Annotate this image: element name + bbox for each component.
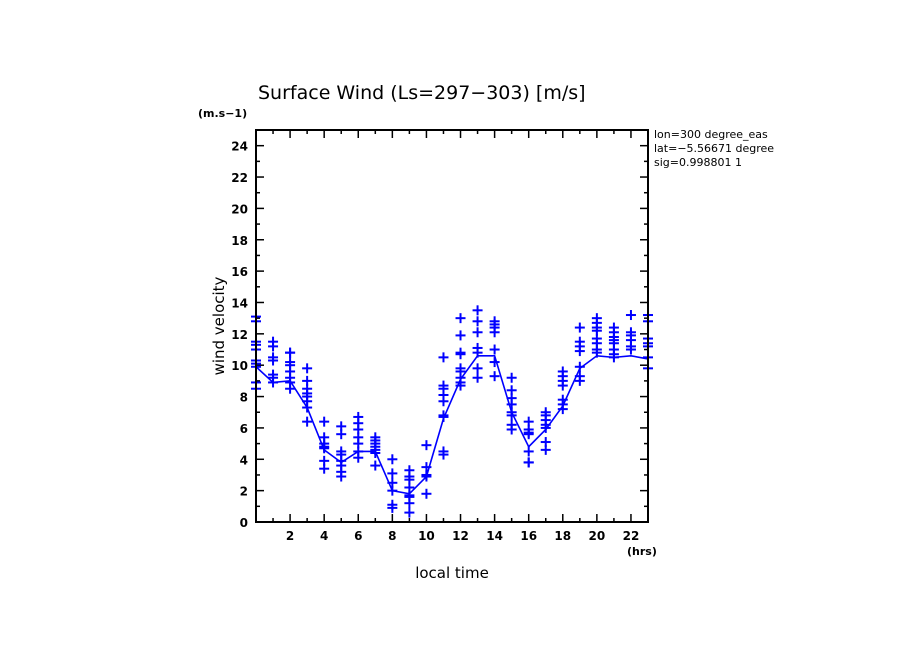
sample-marker (387, 468, 398, 479)
info-box: lon=300 degree_eas lat=−5.56671 degree s… (654, 128, 774, 169)
y-tick-label: 8 (240, 391, 248, 405)
y-tick-label: 22 (231, 171, 248, 185)
y-tick-label: 2 (240, 485, 248, 499)
y-tick-label: 0 (240, 516, 248, 530)
x-tick-label: 18 (554, 529, 571, 543)
x-tick-label: 14 (486, 529, 503, 543)
sample-marker (302, 363, 313, 374)
axis-ticks (256, 130, 648, 522)
sample-marker (489, 371, 500, 382)
sample-marker (489, 344, 500, 355)
info-line-lon: lon=300 degree_eas (654, 128, 768, 141)
y-tick-label: 6 (240, 422, 248, 436)
sample-marker (472, 363, 483, 374)
sample-marker (387, 454, 398, 465)
sample-marker (455, 349, 466, 360)
y-tick-label: 4 (240, 453, 248, 467)
sample-marker (404, 498, 415, 509)
sample-marker (353, 452, 364, 463)
sample-marker (472, 305, 483, 316)
y-tick-label: 18 (231, 234, 248, 248)
x-axis-label: local time (415, 564, 489, 582)
sample-marker (370, 460, 381, 471)
sample-marker (489, 327, 500, 338)
sample-marker (625, 310, 636, 321)
sample-marker (472, 316, 483, 327)
sample-markers (251, 305, 653, 518)
y-tick-label: 16 (231, 265, 248, 279)
sample-marker (285, 347, 296, 358)
x-unit-label: (hrs) (627, 545, 657, 558)
sample-marker (438, 352, 449, 363)
sample-marker (319, 416, 330, 427)
sample-marker (523, 429, 534, 440)
sample-marker (574, 375, 585, 386)
y-tick-label: 12 (231, 328, 248, 342)
sample-marker (302, 416, 313, 427)
sample-marker (489, 357, 500, 368)
sample-marker (336, 429, 347, 440)
plot-frame (255, 129, 649, 523)
info-line-sig: sig=0.998801 1 (654, 156, 742, 169)
sample-marker (268, 341, 279, 352)
sample-marker (421, 488, 432, 499)
x-tick-label: 10 (418, 529, 435, 543)
mean-series-line (255, 354, 649, 495)
sample-marker (523, 457, 534, 468)
sample-marker (455, 313, 466, 324)
x-tick-label: 20 (589, 529, 606, 543)
sample-marker (557, 380, 568, 391)
sample-marker (404, 507, 415, 518)
info-line-lat: lat=−5.56671 degree (654, 142, 774, 155)
x-tick-label: 12 (452, 529, 469, 543)
sample-marker (438, 396, 449, 407)
sample-marker (540, 422, 551, 433)
x-tick-label: 22 (623, 529, 640, 543)
y-tick-label: 20 (231, 202, 248, 216)
sample-marker (506, 372, 517, 383)
sample-marker (574, 346, 585, 357)
x-tick-label: 4 (320, 529, 328, 543)
x-tick-labels: 2 4 6 8 10 12 14 16 18 20 22 (286, 529, 639, 543)
x-tick-label: 16 (520, 529, 537, 543)
sample-marker (540, 444, 551, 455)
x-tick-label: 8 (388, 529, 396, 543)
x-tick-label: 6 (354, 529, 362, 543)
y-axis-label: wind velocity (210, 276, 228, 375)
x-tick-label: 2 (286, 529, 294, 543)
y-unit-label: (m.s−1) (198, 107, 247, 120)
y-tick-label: 24 (231, 140, 248, 154)
sample-marker (472, 372, 483, 383)
sample-marker (455, 330, 466, 341)
sample-marker (472, 327, 483, 338)
y-tick-label: 10 (231, 359, 248, 373)
sample-marker (438, 449, 449, 460)
sample-marker (523, 446, 534, 457)
y-tick-label: 14 (231, 296, 248, 310)
sample-marker (336, 471, 347, 482)
sample-marker (285, 383, 296, 394)
sample-marker (574, 322, 585, 333)
sample-marker (506, 424, 517, 435)
sample-marker (319, 463, 330, 474)
info-clip-mask (780, 125, 904, 175)
chart-title: Surface Wind (Ls=297−303) [m/s] (258, 82, 586, 104)
sample-marker (625, 344, 636, 355)
sample-marker (268, 355, 279, 366)
sample-marker (421, 440, 432, 451)
sample-marker (387, 502, 398, 513)
